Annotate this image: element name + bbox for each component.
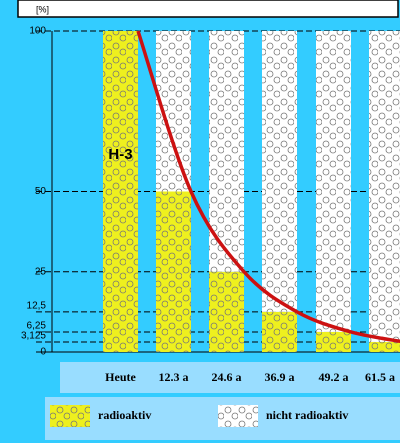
bar-pattern <box>369 342 400 352</box>
bar-pattern <box>369 31 400 342</box>
y-tick-label: 12,5 <box>27 301 47 312</box>
bar-pattern <box>262 312 297 352</box>
y-tick-label: 6,25 <box>27 321 47 332</box>
x-tick-label: 61.5 a <box>365 370 395 384</box>
bar-pattern <box>262 31 297 312</box>
y-tick-label: 100 <box>29 26 46 37</box>
y-tick-label: 25 <box>35 266 47 277</box>
legend-label: nicht radioaktiv <box>266 408 348 422</box>
y-tick-label: 0 <box>40 347 46 358</box>
x-tick-label: 36.9 a <box>265 370 295 384</box>
x-tick-label: 12.3 a <box>159 370 189 384</box>
bar-label: H-3 <box>108 146 132 163</box>
legend-pattern <box>50 405 90 427</box>
bar-pattern <box>209 272 244 352</box>
bar-pattern <box>103 31 138 352</box>
title-box <box>18 0 398 17</box>
legend-pattern <box>218 405 258 427</box>
y-tick-label: 3,125 <box>21 331 46 342</box>
chart: [%] H-3 radioaktiv nicht radioaktiv 0 3,125… <box>0 0 400 443</box>
x-tick-label: 49.2 a <box>319 370 349 384</box>
x-tick-label: Heute <box>105 370 136 384</box>
legend-label: radioaktiv <box>98 408 151 422</box>
bar-pattern <box>316 332 351 352</box>
bar-pattern <box>316 31 351 332</box>
x-tick-label: 24.6 a <box>212 370 242 384</box>
y-unit: [%] <box>36 4 49 14</box>
bar-pattern <box>156 192 191 353</box>
y-tick-label: 50 <box>35 186 47 197</box>
